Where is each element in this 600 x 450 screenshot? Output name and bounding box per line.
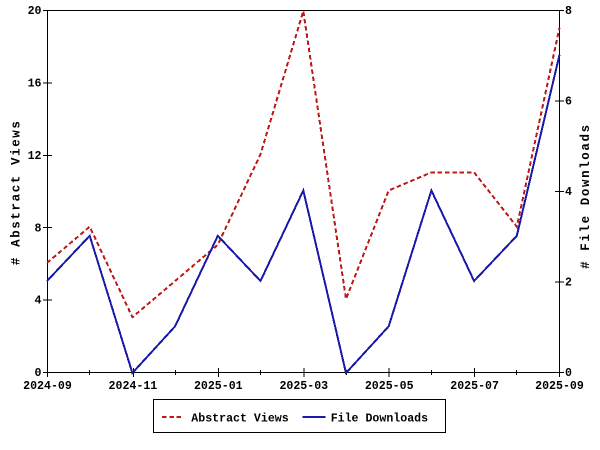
- svg-text:0: 0: [565, 367, 572, 380]
- svg-text:2025-05: 2025-05: [365, 380, 414, 393]
- svg-text:2025-03: 2025-03: [279, 380, 328, 393]
- svg-text:2: 2: [565, 277, 572, 290]
- svg-text:# Abstract Views: # Abstract Views: [10, 119, 24, 265]
- svg-text:2024-09: 2024-09: [23, 380, 72, 393]
- svg-text:20: 20: [28, 5, 42, 18]
- svg-text:12: 12: [28, 150, 42, 163]
- svg-text:4: 4: [565, 186, 572, 199]
- svg-text:2024-11: 2024-11: [109, 380, 158, 393]
- svg-text:2025-01: 2025-01: [194, 380, 243, 393]
- svg-text:Abstract Views: Abstract Views: [191, 412, 288, 425]
- svg-text:4: 4: [35, 295, 42, 308]
- svg-text:2025-07: 2025-07: [450, 380, 499, 393]
- svg-text:# File Downloads: # File Downloads: [579, 123, 593, 269]
- svg-text:2025-09: 2025-09: [535, 380, 584, 393]
- svg-text:File Downloads: File Downloads: [331, 412, 428, 425]
- svg-text:6: 6: [565, 96, 572, 109]
- svg-text:8: 8: [565, 5, 572, 18]
- svg-text:16: 16: [28, 78, 42, 91]
- svg-text:0: 0: [35, 367, 42, 380]
- svg-text:8: 8: [35, 222, 42, 235]
